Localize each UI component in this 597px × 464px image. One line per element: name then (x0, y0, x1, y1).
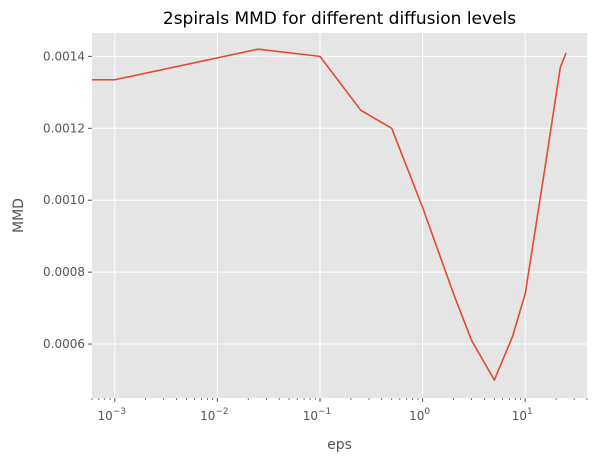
x-tick-label: 10−2 (200, 407, 229, 423)
grid-lines (92, 33, 587, 398)
y-axis-label: MMD (11, 198, 27, 233)
y-tick-label: 0.0006 (43, 337, 85, 351)
x-tick-label: 100 (409, 407, 430, 423)
axis-ticks: 0.0006 0.0008 0.0010 0.0012 0.0014 10−3 10−2 10… (43, 49, 588, 423)
plot-area (92, 33, 587, 398)
x-tick-label: 10−1 (303, 407, 332, 423)
chart-title: 2spirals MMD for different diffusion lev… (163, 9, 516, 29)
x-tick-label: 101 (512, 407, 533, 423)
y-tick-label: 0.0010 (43, 193, 85, 207)
series-group (92, 48, 567, 381)
series-line (92, 48, 567, 381)
y-tick-label: 0.0014 (43, 49, 85, 63)
x-axis-label: eps (327, 437, 352, 453)
y-tick-label: 0.0008 (43, 265, 85, 279)
x-tick-label: 10−3 (97, 407, 126, 423)
y-tick-label: 0.0012 (43, 121, 85, 135)
